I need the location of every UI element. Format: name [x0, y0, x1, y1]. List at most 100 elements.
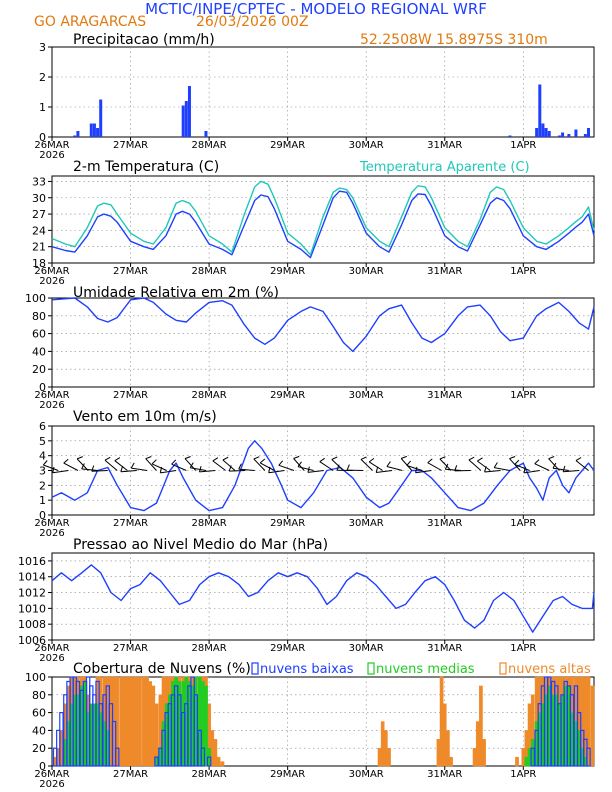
wind-barb [523, 470, 540, 474]
station-coordinates: 52.2508W 15.8975S 310m [360, 32, 548, 48]
y-tick-label: 24 [32, 224, 46, 237]
wind-barb [445, 468, 462, 471]
cloud-bar-nuvens-altas [145, 676, 149, 767]
panel-frame [51, 175, 595, 264]
wind-barb-feather [63, 458, 69, 464]
panel-title: Pressao ao Nivel Medio do Mar (hPa) [73, 537, 328, 553]
wind-barb [534, 463, 550, 471]
wind-barb-feather [293, 455, 300, 459]
wind-barb-feather [297, 461, 302, 467]
cloud-bar-nuvens-baixas [75, 680, 81, 767]
legend-label: nuvens medias [376, 662, 475, 677]
cloud-bar-nuvens-altas [515, 756, 519, 767]
wind-barb-feather [336, 464, 340, 471]
cloud-bar-nuvens-altas [436, 739, 441, 767]
y-tick-label: 1 [39, 101, 46, 114]
precip-bar [76, 131, 80, 137]
x-tick-label: 1APR [510, 390, 536, 401]
cloud-bar-nuvens-altas [590, 685, 595, 767]
wind-barb [259, 462, 275, 471]
cloud-bar-nuvens-altas [216, 756, 221, 767]
x-tick-label: 29MAR [270, 390, 305, 401]
y-tick-label: 3 [39, 41, 46, 54]
cloud-bar-nuvens-baixas [177, 694, 182, 767]
x-tick-label: 31MAR [427, 769, 462, 780]
x-tick-label: 27MAR [113, 140, 148, 151]
wind-barb [151, 463, 167, 471]
wind-barb-feather [189, 462, 194, 469]
y-tick-label: 20 [32, 742, 46, 755]
wind-barb [293, 458, 305, 471]
precip-bar [187, 86, 191, 137]
wind-barb-feather [468, 456, 475, 461]
wind-barb-feather [238, 463, 242, 470]
wind-barb [368, 461, 383, 471]
precip-bar [204, 131, 208, 137]
precip-bar [547, 131, 551, 137]
wind-barb-feather [104, 456, 111, 461]
wind-barb-feather [212, 457, 219, 462]
cloud-bar-nuvens-medias [204, 685, 208, 767]
x-tick-label: 30MAR [349, 390, 384, 401]
cloud-bar-nuvens-altas [220, 761, 225, 767]
wind-barb-feather [427, 458, 433, 464]
wind-barb [307, 470, 324, 473]
wind-barb-feather [401, 455, 407, 459]
wind-barb-feather [562, 465, 566, 472]
wind-barb-feather [415, 466, 418, 473]
wind-barb-feather [198, 466, 202, 473]
precip-bar [587, 128, 591, 137]
cloud-bar-nuvens-baixas [200, 747, 206, 767]
x-tick-label: 31MAR [427, 266, 462, 277]
cloud-bar-nuvens-baixas [154, 756, 159, 767]
x-tick-year: 2026 [39, 779, 64, 790]
panel-frame [51, 297, 595, 388]
wind-barb [229, 470, 246, 472]
x-tick-year: 2026 [39, 400, 64, 411]
wind-barb [297, 466, 314, 471]
wind-barb [468, 459, 482, 471]
wind-barb [477, 460, 491, 471]
precip-bar [538, 84, 542, 137]
x-tick-label: 31MAR [427, 140, 462, 151]
x-tick-label: 1APR [510, 266, 536, 277]
wind-barb-feather [42, 460, 48, 466]
cloud-bar-nuvens-altas [142, 676, 146, 767]
wind-barb-feather [268, 466, 271, 473]
wind-barb [131, 467, 148, 471]
y-tick-label: 1016 [18, 555, 46, 568]
precip-bar [541, 123, 545, 137]
precip-bar [535, 128, 539, 137]
legend-swatch [499, 662, 507, 675]
wind-barb-feather [52, 466, 55, 473]
wind-barb [171, 463, 187, 471]
series-line-pressure-0 [51, 564, 595, 633]
wind-barb-feather [575, 457, 582, 462]
x-tick-label: 28MAR [192, 643, 227, 654]
y-tick-label: 40 [32, 345, 46, 358]
y-tick-label: 0 [39, 131, 46, 144]
y-tick-label: 33 [32, 175, 46, 188]
wind-barb [386, 466, 403, 471]
wind-barb [575, 460, 589, 471]
precip-bar [583, 134, 587, 137]
x-tick-label: 30MAR [349, 769, 384, 780]
panel-title: Umidade Relativa em 2m (%) [73, 285, 279, 301]
wind-barb-feather [523, 466, 526, 474]
x-tick-label: 30MAR [349, 643, 384, 654]
y-tick-label: 6 [39, 420, 46, 433]
precip-bar [557, 135, 561, 137]
wind-barb-feather [509, 456, 516, 460]
y-tick-label: 2 [39, 71, 46, 84]
y-tick-label: 60 [32, 328, 46, 341]
y-tick-label: 5 [39, 435, 46, 448]
legend-label: Temperatura Aparente (C) [359, 160, 530, 175]
cloud-bar-nuvens-altas [475, 721, 480, 767]
precip-bar [181, 105, 185, 137]
x-tick-label: 28MAR [192, 518, 227, 529]
series-line-rh-0 [51, 297, 595, 353]
x-tick-label: 1APR [510, 140, 536, 151]
